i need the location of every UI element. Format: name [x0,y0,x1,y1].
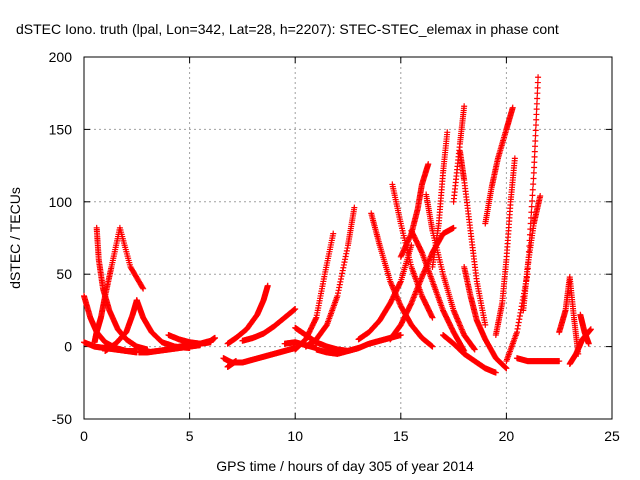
y-tick-label: 150 [49,121,73,137]
data-point [534,90,541,97]
data-point [530,175,537,182]
data-point [482,321,489,328]
data-series-29 [461,263,510,372]
data-point [140,285,147,292]
data-point [530,181,537,188]
data-point [492,369,499,376]
data-series-25 [423,191,478,353]
data-series-24 [408,227,468,354]
data-point [535,74,542,81]
data-series-34 [520,193,544,314]
data-point [408,242,415,249]
data-series-16 [302,204,358,350]
data-series-10 [224,358,240,370]
data-point [585,340,592,347]
data-point [533,111,540,118]
y-axis-label: dSTEC / TECUs [7,187,23,289]
data-point [264,282,271,289]
data-point [534,79,541,86]
data-point [211,334,218,341]
data-series-19 [355,242,415,343]
data-point [532,132,539,139]
data-point [509,104,516,111]
data-point [397,332,404,339]
data-point [531,159,538,166]
data-point [461,103,468,110]
data-point [139,284,146,291]
data-point [233,358,240,365]
data-point [292,305,299,312]
x-axis-label: GPS time / hours of day 305 of year 2014 [216,458,474,474]
data-point [529,186,536,193]
data-point [532,127,539,134]
data-point [534,95,541,102]
data-point [429,314,436,321]
data-point [503,365,510,372]
data-point [533,106,540,113]
data-series-8 [176,334,218,350]
data-point [556,358,563,365]
data-marks [81,74,594,376]
data-series-31 [482,104,516,227]
data-point [330,230,337,237]
x-tick-label: 20 [499,428,515,444]
x-tick-label: 10 [287,428,303,444]
data-point [511,155,518,162]
x-tick-label: 0 [80,428,88,444]
data-series-27 [450,103,468,205]
x-tick-label: 25 [604,428,620,444]
data-point [534,84,541,91]
data-point [532,143,539,150]
data-point [532,122,539,129]
data-point [532,137,539,144]
plot-frame [83,56,613,420]
data-point [529,192,536,199]
data-point [537,193,544,200]
y-tick-label: 0 [64,339,72,355]
y-tick-label: -50 [52,411,72,427]
data-point [529,197,536,204]
data-point [351,204,358,211]
data-point [425,161,432,168]
data-point [533,116,540,123]
data-series-11 [224,282,271,347]
data-point [444,129,451,136]
data-series-1 [81,339,140,356]
data-point [471,346,478,353]
data-point [531,153,538,160]
x-tick-label: 15 [393,428,409,444]
data-point [533,100,540,107]
data-series-3 [93,224,151,353]
data-point [450,224,457,231]
data-point [429,343,436,350]
data-series-32 [492,155,518,339]
x-tick-label: 5 [186,428,194,444]
data-point [531,164,538,171]
data-point [531,148,538,155]
data-series-35 [513,355,563,365]
chart-title: dSTEC Iono. truth (lpal, Lon=342, Lat=28… [16,21,559,37]
data-series-30 [440,332,499,376]
data-series-38 [577,311,592,347]
data-series-12 [239,305,299,344]
data-series-23 [397,161,432,260]
data-point [528,203,535,210]
data-point [530,169,537,176]
axis-ticks: 0 5 10 15 20 25 -50 0 50 100 150 200 [49,49,620,444]
data-series-15 [292,230,337,353]
data-series-26 [429,129,451,270]
data-series-28 [456,148,489,328]
y-tick-label: 50 [56,266,72,282]
y-tick-label: 200 [49,49,73,65]
data-point [587,326,594,333]
y-tick-label: 100 [49,194,73,210]
